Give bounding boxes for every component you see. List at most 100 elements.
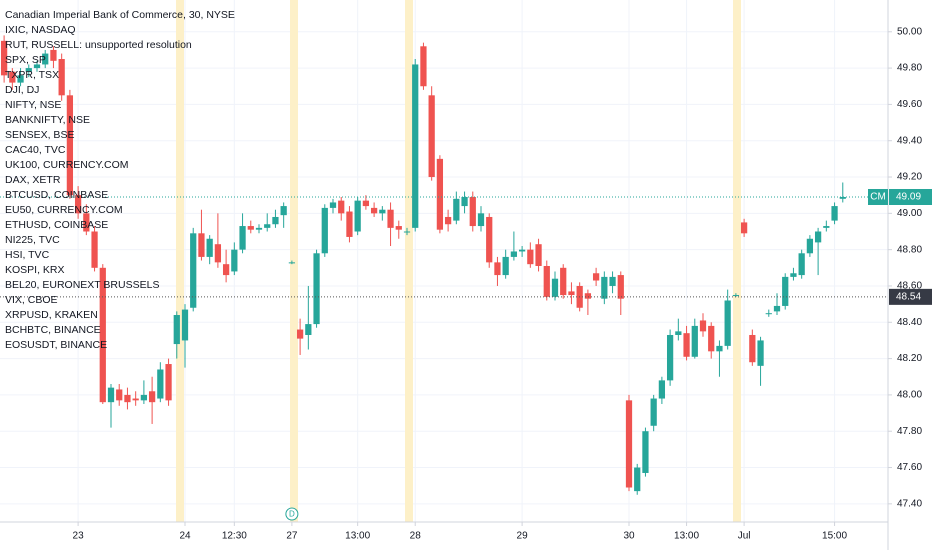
y-tick-label: 48.20 xyxy=(897,353,922,364)
candle-body xyxy=(387,209,394,228)
symbol-label: CM xyxy=(870,192,886,203)
candle-body xyxy=(765,313,772,315)
candle-body xyxy=(214,244,222,263)
candle-body xyxy=(510,251,518,257)
y-tick-label: 47.80 xyxy=(897,426,922,437)
session-break xyxy=(290,0,298,522)
session-break xyxy=(733,0,741,522)
dividend-label: D xyxy=(289,510,295,519)
overlay-symbol: BTCUSD, COINBASE xyxy=(5,189,108,201)
candle-body xyxy=(798,253,805,276)
candle-body xyxy=(264,224,271,228)
candle-body xyxy=(716,345,723,352)
overlay-symbol: KOSPI, KRX xyxy=(5,264,65,276)
candle-body xyxy=(486,216,493,263)
overlay-symbol: EOSUSDT, BINANCE xyxy=(5,339,107,351)
candle-body xyxy=(132,398,139,401)
crosshair-label: 48.54 xyxy=(896,291,921,302)
x-tick-label: 13:00 xyxy=(345,531,370,542)
candle-body xyxy=(305,324,312,335)
candle-body xyxy=(806,238,814,254)
candle-body xyxy=(708,325,715,352)
overlay-symbol: XRPUSD, KRAKEN xyxy=(5,309,98,321)
candle-body xyxy=(650,398,657,426)
x-tick-label: 29 xyxy=(517,531,529,542)
last-price-tag xyxy=(889,188,932,205)
overlay-symbol: DAX, XETR xyxy=(5,174,61,186)
candle-body xyxy=(116,389,123,401)
y-tick-label: 48.40 xyxy=(897,317,922,328)
candle-body xyxy=(362,200,370,207)
candle-body xyxy=(33,64,41,69)
candle-body xyxy=(543,265,550,297)
candle-body xyxy=(642,431,649,473)
x-tick-label: 23 xyxy=(73,531,85,542)
candle-body xyxy=(609,276,616,286)
candle-body xyxy=(66,95,74,196)
candle-body xyxy=(551,278,559,297)
candle-body xyxy=(74,195,82,214)
candle-body xyxy=(601,276,608,299)
candle-body xyxy=(280,206,287,216)
candle-body xyxy=(157,369,164,399)
candle-body xyxy=(625,400,633,488)
candle-body xyxy=(198,233,205,257)
candle-body xyxy=(634,467,641,492)
x-tick-label: 28 xyxy=(410,531,422,542)
candle-body xyxy=(584,293,592,299)
candle-body xyxy=(91,231,98,268)
candle-body xyxy=(17,75,24,83)
candle-body xyxy=(354,200,361,232)
dividend-marker xyxy=(285,507,299,521)
candle-body xyxy=(675,331,682,335)
x-tick-label: 12:30 xyxy=(222,531,247,542)
candle-body xyxy=(58,59,65,96)
candle-body xyxy=(691,325,698,357)
y-tick-label: 48.00 xyxy=(897,390,922,401)
y-tick-label: 49.00 xyxy=(897,208,922,219)
overlay-symbol: UK100, CURRENCY.COM xyxy=(5,159,129,171)
overlay-symbol: BANKNIFTY, NSE xyxy=(5,114,90,126)
y-tick-label: 47.40 xyxy=(897,498,922,509)
candle-body xyxy=(568,291,575,296)
candle-body xyxy=(477,213,485,227)
overlay-symbol: BEL20, EURONEXT BRUSSELS xyxy=(5,279,159,291)
candle-body xyxy=(518,249,526,252)
candle-body xyxy=(379,209,386,214)
candle-body xyxy=(839,196,846,199)
x-tick-label: 13:00 xyxy=(674,531,699,542)
candle-body xyxy=(823,226,830,228)
candle-body xyxy=(231,249,238,272)
candle-body xyxy=(190,233,197,308)
candle-body xyxy=(222,264,230,276)
last-price-label: 49.09 xyxy=(896,192,921,203)
candle-body xyxy=(247,226,254,230)
overlay-symbol: TXPR, TSX xyxy=(5,69,59,81)
candle-body xyxy=(782,276,789,306)
candle-body xyxy=(592,273,600,281)
y-tick-label: 47.60 xyxy=(897,462,922,473)
x-tick-label: Jul xyxy=(738,531,751,542)
candle-body xyxy=(494,262,501,276)
candle-body xyxy=(83,213,90,232)
candle-body xyxy=(165,364,172,401)
candle-body xyxy=(658,380,666,399)
candle-body xyxy=(370,207,378,214)
candle-body xyxy=(124,394,131,403)
candle-body xyxy=(757,340,764,366)
candle-body xyxy=(321,207,328,254)
candle-body xyxy=(560,267,567,296)
candle-body xyxy=(790,273,797,277)
candle-body xyxy=(255,227,263,230)
candle-body xyxy=(444,216,452,225)
candle-body xyxy=(469,196,476,227)
overlay-symbol: SENSEX, BSE xyxy=(5,129,74,141)
candle-body xyxy=(395,226,402,230)
labels: 50.00 49.80 49.60 49.40 49.20 49.00 48.80 48.60… xyxy=(5,24,932,542)
candle-body xyxy=(527,249,534,265)
candle-body xyxy=(173,315,180,345)
candle-body xyxy=(148,391,156,403)
candle-body xyxy=(25,68,32,72)
